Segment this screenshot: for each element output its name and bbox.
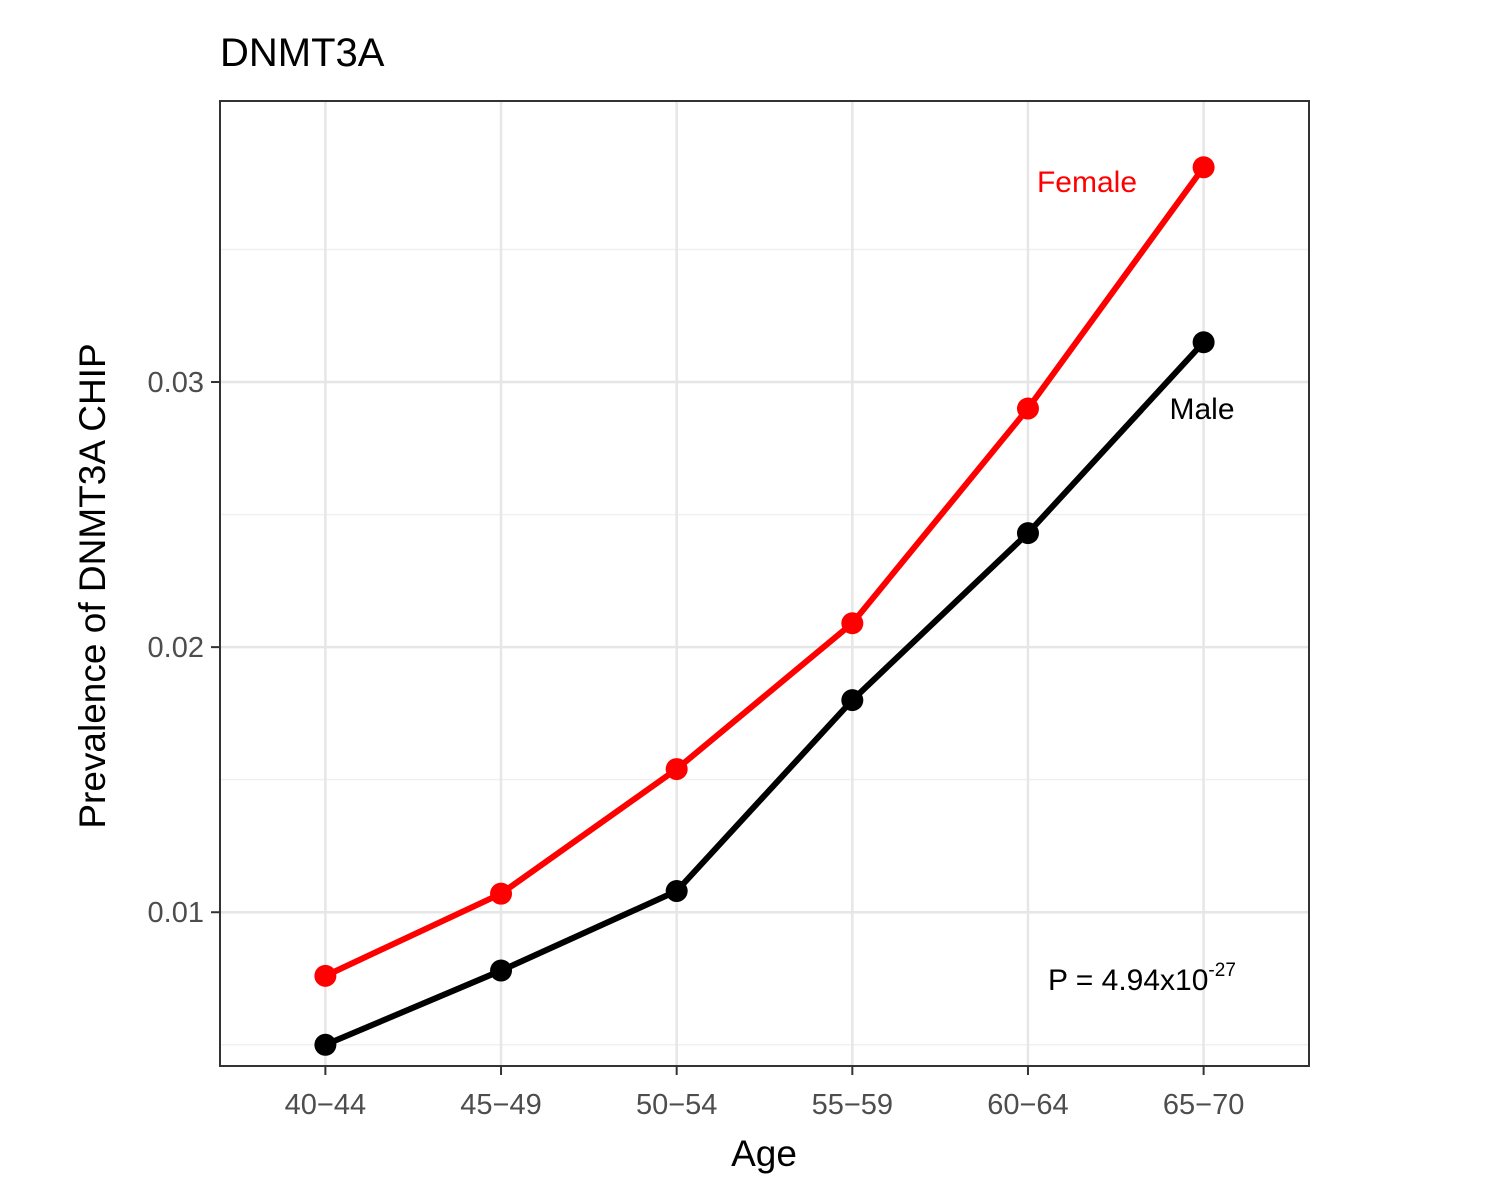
y-tick-label: 0.01 <box>148 897 204 929</box>
data-point-female <box>665 758 688 781</box>
data-point-female <box>1016 397 1039 420</box>
x-tick-label: 55−59 <box>812 1089 893 1121</box>
series-label-female: Female <box>1037 166 1137 199</box>
x-tick-label: 40−44 <box>285 1089 366 1121</box>
data-point-female <box>1192 156 1215 179</box>
y-axis-title: Prevalence of DNMT3A CHIP <box>72 343 113 828</box>
x-tick-label: 65−70 <box>1163 1089 1244 1121</box>
data-point-male <box>665 880 688 903</box>
series-layer <box>314 156 1215 1056</box>
p-value-exponent: -27 <box>1208 960 1235 981</box>
data-point-female <box>314 964 337 987</box>
series-line-female <box>324 165 1207 979</box>
p-value-annotation: P = 4.94x10-27 <box>1048 960 1236 997</box>
y-tick-label: 0.03 <box>148 367 204 399</box>
x-tick-label: 45−49 <box>460 1089 541 1121</box>
data-point-female <box>490 882 513 905</box>
data-point-male <box>314 1033 337 1056</box>
data-point-female <box>841 612 864 635</box>
data-point-male <box>1016 522 1039 545</box>
x-axis: 40−44 45−49 50−54 55−59 60−64 65−70 <box>285 1066 1244 1121</box>
data-point-male <box>1192 331 1215 354</box>
y-tick-label: 0.02 <box>148 632 204 664</box>
data-point-male <box>841 689 864 712</box>
grid <box>220 101 1309 1066</box>
data-point-male <box>490 959 513 982</box>
x-tick-label: 50−54 <box>636 1089 717 1121</box>
plot-panel <box>220 101 1309 1066</box>
series-label-male: Male <box>1169 393 1234 426</box>
chart-title: DNMT3A <box>220 31 385 75</box>
p-value-base: P = 4.94x10 <box>1048 964 1208 997</box>
x-axis-title: Age <box>731 1133 797 1174</box>
x-tick-label: 60−64 <box>987 1089 1068 1121</box>
series-line-male <box>324 340 1206 1048</box>
plot-border <box>219 100 1310 1067</box>
y-axis: 0.01 0.02 0.03 <box>148 367 220 929</box>
